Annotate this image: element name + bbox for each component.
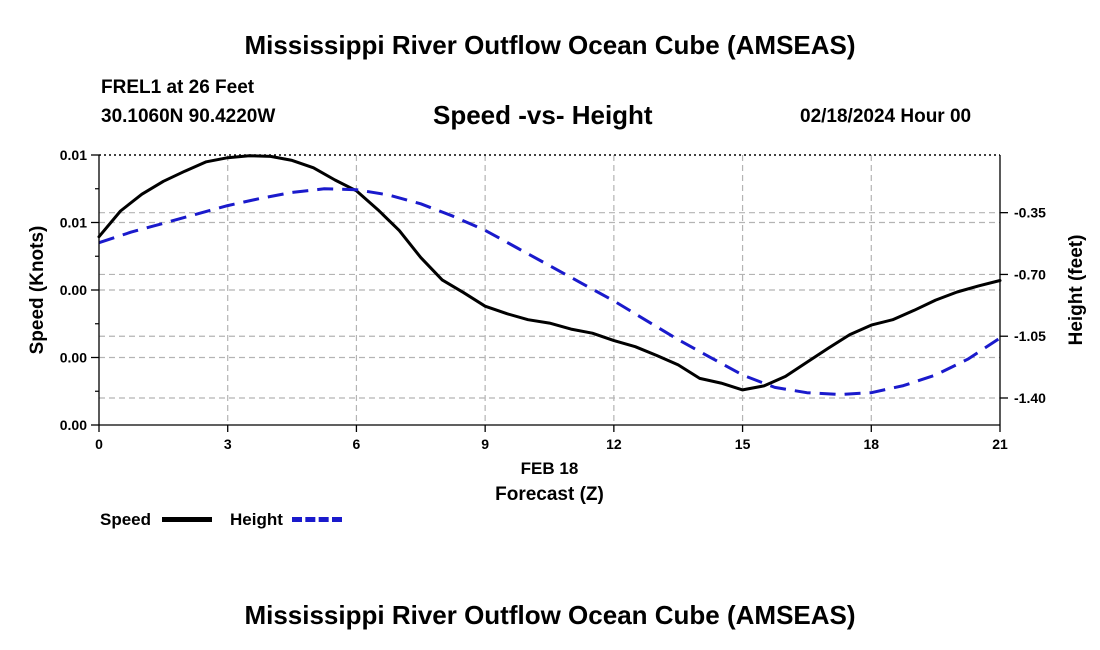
right-tick-label: -1.40 [1014, 390, 1046, 406]
x-tick-label: 3 [224, 436, 232, 452]
x-tick-label: 12 [606, 436, 622, 452]
y-axis-title-right: Height (feet) [1066, 235, 1087, 346]
left-tick-label: 0.01 [60, 147, 87, 163]
series-layer [97, 154, 1002, 396]
x-tick-label: 21 [992, 436, 1008, 452]
x-tick-label: 18 [863, 436, 879, 452]
datetime-label: 02/18/2024 Hour 00 [800, 106, 972, 127]
series-line-speed [97, 154, 1002, 392]
y-axis-title-left: Speed (Knots) [27, 226, 48, 355]
right-tick-label: -0.70 [1014, 266, 1046, 282]
left-tick-label: 0.00 [60, 350, 87, 366]
x-date-label: FEB 18 [521, 459, 579, 478]
legend-speed-swatch [162, 517, 212, 522]
x-tick-label: 9 [481, 436, 489, 452]
legend-speed-label: Speed [100, 510, 152, 529]
axes-layer [91, 154, 1008, 432]
right-tick-label: -0.35 [1014, 205, 1046, 221]
labels-layer: 0 3 6 9 12 15 18 21 0.00 0.00 0.00 0.01 0.01 -0.35 -0.… [27, 147, 1087, 505]
left-tick-label: 0.00 [60, 282, 87, 298]
chart-title: Speed -vs- Height [433, 100, 653, 130]
x-tick-label: 6 [353, 436, 361, 452]
series-line-height [98, 187, 1001, 396]
x-tick-label: 15 [735, 436, 751, 452]
right-tick-label: -1.05 [1014, 328, 1046, 344]
legend-height-swatch [292, 517, 342, 522]
left-tick-label: 0.00 [60, 417, 87, 433]
x-axis-title: Forecast (Z) [495, 484, 604, 505]
location-label: 30.1060N 90.4220W [101, 106, 276, 127]
station-label: FREL1 at 26 Feet [101, 77, 255, 98]
legend-height-label: Height [230, 510, 283, 529]
grid-layer [99, 155, 1000, 425]
left-tick-label: 0.01 [60, 215, 87, 231]
top-title: Mississippi River Outflow Ocean Cube (AM… [244, 30, 856, 60]
bottom-title: Mississippi River Outflow Ocean Cube (AM… [244, 600, 856, 630]
x-tick-label: 0 [95, 436, 103, 452]
